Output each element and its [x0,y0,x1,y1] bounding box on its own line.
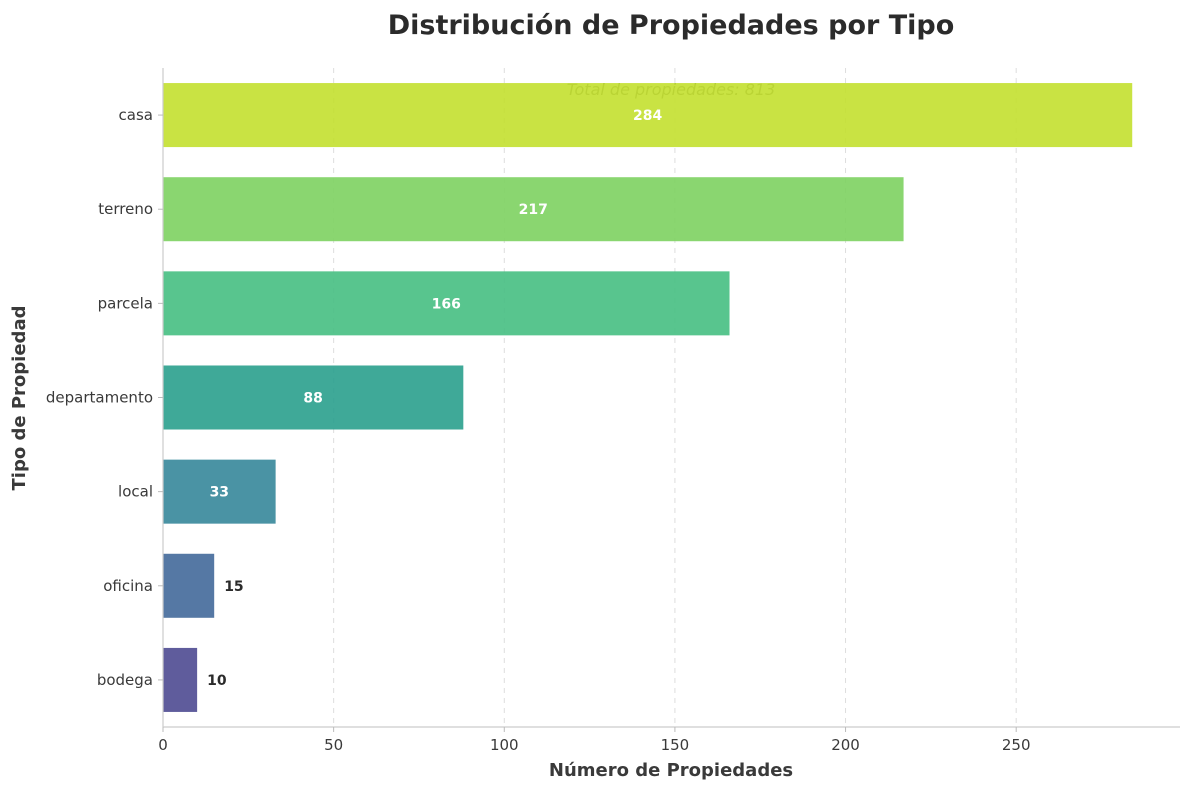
y-tick-label: casa [119,106,153,124]
y-tick-label: oficina [103,577,153,595]
y-tick-label: terreno [98,200,153,218]
bar-departamento [163,365,464,430]
y-tick-label: bodega [97,671,153,689]
data-label: 166 [432,296,461,312]
y-ticks: casa terreno parcela departamento local ofici… [46,106,163,689]
x-axis-label: Número de Propiedades [549,760,793,781]
x-tick-label: 150 [661,736,690,754]
data-label: 33 [210,485,229,501]
bars: 284 217 166 88 33 15 10 [163,83,1133,712]
bar-parcela [163,271,730,336]
y-tick-label: local [118,483,153,501]
bar-bodega [163,647,198,712]
y-tick-label: parcela [98,294,153,312]
bar-casa [163,83,1133,148]
x-tick-label: 0 [158,736,168,754]
data-label: 217 [519,202,548,218]
y-axis-label: Tipo de Propiedad [9,306,30,491]
data-label: 88 [303,391,322,407]
data-label: 15 [224,579,243,595]
x-tick-label: 50 [324,736,343,754]
x-tick-label: 200 [831,736,860,754]
data-label: 10 [207,673,227,689]
x-ticks: 0 50 100 150 200 250 [158,727,1031,754]
bar-local [163,459,276,524]
bar-terreno [163,177,904,242]
chart-title: Distribución de Propiedades por Tipo [388,10,955,41]
bar-oficina [163,553,215,618]
x-tick-label: 250 [1002,736,1031,754]
x-tick-label: 100 [490,736,519,754]
y-tick-label: departamento [46,389,153,407]
data-label: 284 [633,108,662,124]
